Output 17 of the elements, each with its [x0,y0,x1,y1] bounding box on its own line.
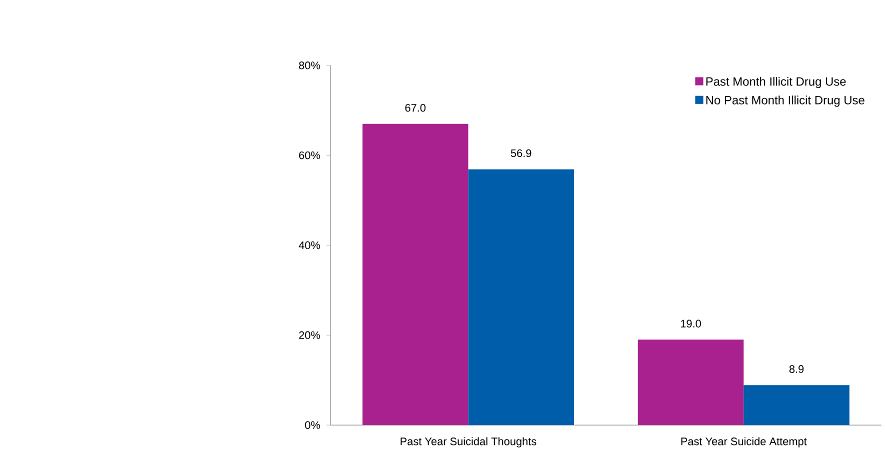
data-label: 8.9 [789,365,804,374]
y-tick-label: 0% [305,421,320,430]
y-tick-label: 80% [299,62,320,70]
bar [744,385,850,426]
data-label: 19.0 [680,320,701,328]
y-tick-label: 60% [299,152,320,160]
y-tick-label: 40% [298,242,320,250]
y-tick-label: 20% [299,331,320,340]
bar [638,340,744,426]
data-label: 67.0 [405,104,426,112]
legend-label: Past Month Illicit Drug Use [706,77,846,88]
x-tick-label: Past Year Suicide Attempt [681,437,807,448]
data-label: 56.9 [510,150,532,158]
bar [468,169,574,426]
bar [362,124,468,426]
x-tick-label: Past Year Suicidal Thoughts [400,437,536,448]
legend-label: No Past Month Illicit Drug Use [706,96,864,107]
